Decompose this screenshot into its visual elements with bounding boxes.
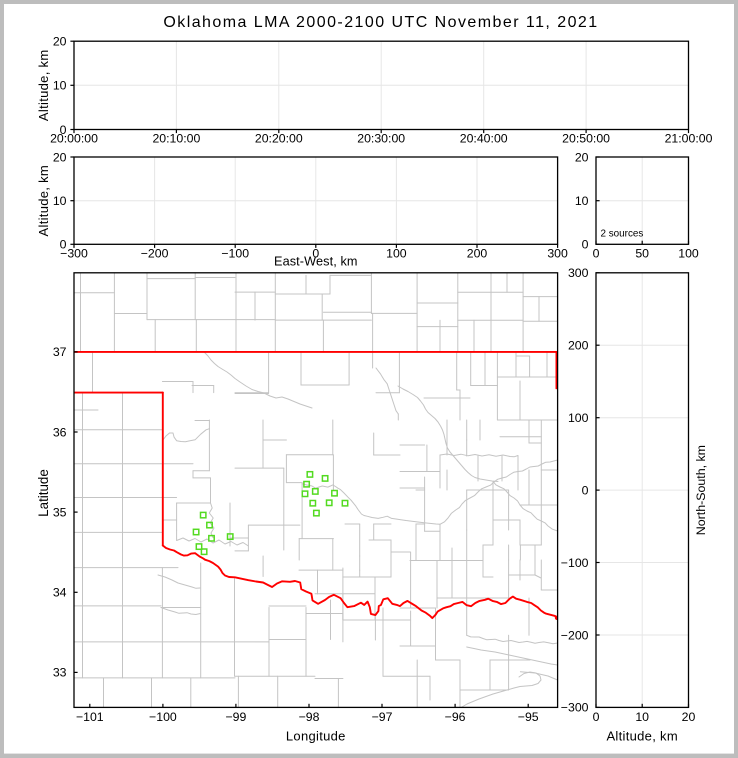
svg-text:300: 300 [568, 266, 589, 280]
svg-text:−100: −100 [561, 556, 589, 570]
svg-text:−99: −99 [225, 710, 246, 724]
svg-text:20: 20 [53, 35, 67, 49]
svg-text:−95: −95 [518, 710, 539, 724]
svg-text:−98: −98 [299, 710, 320, 724]
svg-text:−100: −100 [221, 246, 249, 260]
svg-text:37: 37 [53, 345, 67, 359]
svg-text:East-West, km: East-West, km [274, 255, 358, 269]
svg-text:0: 0 [312, 246, 319, 260]
svg-text:0: 0 [593, 246, 600, 260]
svg-text:0: 0 [582, 483, 589, 497]
svg-text:10: 10 [53, 79, 67, 93]
svg-text:10: 10 [575, 194, 589, 208]
svg-text:−100: −100 [149, 710, 177, 724]
svg-text:0: 0 [60, 123, 67, 137]
svg-text:100: 100 [678, 246, 699, 260]
svg-text:21:00:00: 21:00:00 [665, 132, 713, 146]
svg-text:10: 10 [635, 710, 649, 724]
svg-text:Altitude, km: Altitude, km [36, 50, 51, 122]
svg-text:−200: −200 [141, 246, 169, 260]
svg-text:20:50:00: 20:50:00 [562, 132, 610, 146]
svg-text:−101: −101 [76, 710, 104, 724]
svg-text:20:10:00: 20:10:00 [152, 132, 200, 146]
svg-text:−200: −200 [561, 628, 589, 642]
svg-text:−96: −96 [445, 710, 466, 724]
svg-text:−97: −97 [372, 710, 393, 724]
svg-text:33: 33 [53, 666, 67, 680]
svg-text:35: 35 [53, 505, 67, 519]
svg-text:20:20:00: 20:20:00 [255, 132, 303, 146]
svg-text:100: 100 [568, 411, 589, 425]
svg-text:−300: −300 [561, 701, 589, 715]
svg-text:0: 0 [582, 238, 589, 252]
svg-text:34: 34 [53, 586, 67, 600]
svg-text:0: 0 [593, 710, 600, 724]
svg-text:200: 200 [467, 246, 488, 260]
svg-text:10: 10 [53, 194, 67, 208]
svg-text:Altitude, km: Altitude, km [606, 729, 678, 744]
svg-text:200: 200 [568, 339, 589, 353]
svg-text:100: 100 [386, 246, 407, 260]
svg-text:50: 50 [635, 246, 649, 260]
svg-text:−300: −300 [60, 246, 88, 260]
svg-text:20: 20 [575, 150, 589, 164]
svg-text:0: 0 [60, 238, 67, 252]
svg-text:Latitude: Latitude [36, 469, 51, 517]
svg-text:20: 20 [53, 150, 67, 164]
svg-text:North-South, km: North-South, km [694, 445, 708, 535]
svg-text:20:00:00: 20:00:00 [50, 132, 98, 146]
svg-text:Altitude, km: Altitude, km [36, 165, 51, 237]
svg-text:20:30:00: 20:30:00 [357, 132, 405, 146]
svg-text:2 sources: 2 sources [601, 229, 644, 240]
svg-text:Longitude: Longitude [286, 729, 346, 744]
svg-text:300: 300 [547, 246, 568, 260]
svg-text:20:40:00: 20:40:00 [460, 132, 508, 146]
svg-text:Oklahoma LMA 2000-2100 UTC Nov: Oklahoma LMA 2000-2100 UTC November 11, … [163, 14, 598, 31]
svg-text:20: 20 [682, 710, 696, 724]
svg-text:36: 36 [53, 425, 67, 439]
